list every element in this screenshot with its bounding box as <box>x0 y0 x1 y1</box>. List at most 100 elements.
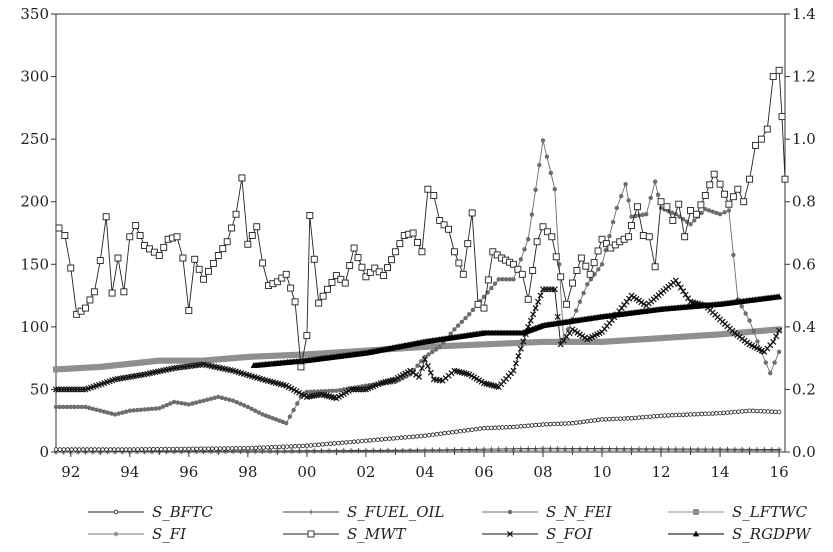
data-point <box>669 413 675 418</box>
data-point <box>331 349 338 356</box>
data-point <box>222 446 227 451</box>
data-point <box>426 433 432 438</box>
data-point <box>57 447 63 452</box>
data-point <box>408 344 415 351</box>
data-point <box>618 193 624 199</box>
data-point <box>335 349 342 356</box>
data-point <box>83 364 90 371</box>
data-point <box>178 446 184 452</box>
data-point <box>123 447 129 452</box>
series-s-bftc <box>53 408 782 452</box>
data-point <box>186 402 192 407</box>
data-point <box>186 357 193 364</box>
data-point <box>320 442 325 447</box>
data-point <box>522 339 529 346</box>
data-point <box>552 253 560 261</box>
data-point <box>776 409 782 415</box>
data-point <box>763 125 771 133</box>
data-point <box>577 420 583 425</box>
data-point <box>739 446 745 452</box>
data-point <box>671 334 678 341</box>
data-point <box>746 175 754 183</box>
data-point <box>90 288 98 296</box>
data-point <box>155 447 160 452</box>
data-point <box>113 509 119 515</box>
data-point <box>515 353 522 360</box>
data-point <box>249 445 254 451</box>
data-point <box>655 192 661 198</box>
data-point <box>193 357 200 364</box>
data-point <box>640 212 645 218</box>
data-point <box>176 357 183 364</box>
data-point <box>426 352 431 357</box>
data-point <box>169 357 176 364</box>
data-point <box>355 386 362 393</box>
x-tick-label: 92 <box>61 463 80 481</box>
data-point <box>388 256 395 264</box>
data-point <box>70 365 77 372</box>
data-point <box>463 342 470 349</box>
data-point <box>636 446 642 452</box>
data-point <box>87 405 92 411</box>
data-point <box>532 305 539 312</box>
data-point <box>455 323 461 328</box>
left-tick-label: 300 <box>20 68 49 86</box>
data-point <box>438 431 443 436</box>
x-tick-label: 02 <box>356 463 375 481</box>
data-point <box>436 217 444 224</box>
data-point <box>616 337 623 344</box>
data-point <box>706 332 713 339</box>
data-point <box>599 417 605 422</box>
data-point <box>336 440 341 446</box>
data-point <box>307 351 314 358</box>
data-point <box>391 248 399 256</box>
data-point <box>501 340 508 347</box>
right-tick-label: 1.0 <box>792 130 816 148</box>
data-point <box>66 365 73 372</box>
data-point <box>193 400 199 405</box>
left-tick-label: 250 <box>20 130 49 148</box>
data-point <box>241 403 247 408</box>
data-point <box>533 187 538 193</box>
data-point <box>543 338 550 345</box>
data-point <box>543 228 551 236</box>
data-point <box>248 353 255 360</box>
data-point <box>621 416 627 421</box>
data-point <box>142 407 147 412</box>
data-point <box>592 418 597 423</box>
data-point <box>454 429 459 434</box>
data-point <box>197 399 203 404</box>
data-point <box>116 411 121 416</box>
data-point <box>171 399 177 405</box>
data-point <box>480 341 487 348</box>
data-point <box>273 278 281 286</box>
data-point <box>618 416 623 421</box>
data-point <box>123 409 129 414</box>
data-point <box>765 409 771 414</box>
data-point <box>773 409 778 414</box>
legend-item-s-n-fei: S_N_FEI <box>482 503 613 521</box>
data-point <box>355 348 362 355</box>
data-point <box>249 406 254 412</box>
x-tick-label: 00 <box>297 463 316 481</box>
x-tick-label: 06 <box>474 463 493 481</box>
data-point <box>419 359 424 364</box>
right-tick-label: 1.4 <box>792 5 816 23</box>
data-point <box>286 352 293 359</box>
data-point <box>494 340 501 347</box>
data-point <box>370 447 376 453</box>
legend-label: S_MWT <box>347 525 407 543</box>
data-point <box>163 446 168 452</box>
data-point <box>314 350 321 357</box>
data-point <box>259 259 267 267</box>
data-point <box>602 338 609 345</box>
legend-item-s-foi: S_FOI <box>482 525 593 543</box>
data-point <box>685 333 692 340</box>
data-point <box>64 404 70 410</box>
data-point <box>736 409 741 414</box>
data-point <box>359 438 365 444</box>
data-point <box>120 288 128 296</box>
data-point <box>190 401 195 406</box>
data-point <box>121 361 128 368</box>
data-point <box>772 326 779 333</box>
